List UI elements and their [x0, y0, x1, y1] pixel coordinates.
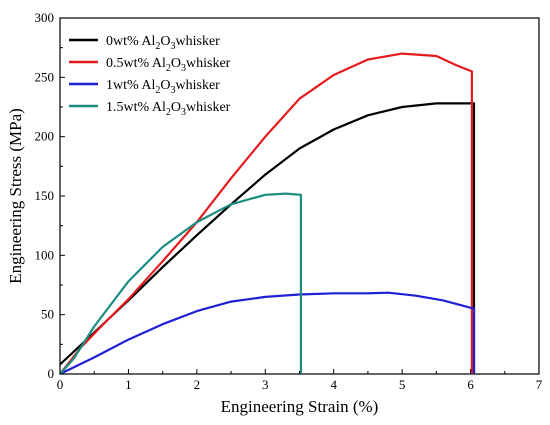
x-tick-label: 3	[262, 377, 269, 392]
legend: 0wt% Al2O3whisker 0.5wt% Al2O3whisker 1wt%…	[69, 34, 231, 118]
plot-frame	[59, 17, 540, 375]
legend-label-2: 1wt% Al2O3whisker	[106, 78, 220, 96]
series-line-0	[59, 102, 476, 374]
y-tick-label: 250	[35, 69, 55, 84]
legend-label-0: 0wt% Al2O3whisker	[106, 34, 220, 52]
axis-ticks: 0 1 2 3 4 5 6 7 0 50 100 150 200 250 300	[35, 10, 543, 392]
y-tick-label: 50	[41, 307, 54, 322]
x-tick-label: 1	[125, 377, 132, 392]
x-tick-label: 6	[467, 377, 474, 392]
y-axis-title: Engineering Stress (MPa)	[6, 108, 25, 284]
x-tick-label: 5	[399, 377, 406, 392]
legend-label-3: 1.5wt% Al2O3whisker	[106, 100, 231, 118]
x-tick-label: 7	[536, 377, 543, 392]
series-lines	[59, 52, 476, 375]
plot-border	[59, 17, 540, 375]
y-tick-label: 150	[35, 188, 55, 203]
series-line-1	[59, 52, 473, 375]
y-tick-label: 0	[48, 366, 55, 381]
y-tick-label: 200	[35, 129, 55, 144]
x-tick-label: 2	[194, 377, 201, 392]
legend-label-1: 0.5wt% Al2O3whisker	[106, 56, 231, 74]
x-tick-label: 4	[330, 377, 337, 392]
x-axis-title: Engineering Strain (%)	[221, 397, 379, 416]
series-line-2	[59, 291, 476, 375]
x-tick-label: 0	[57, 377, 64, 392]
series-line-3	[59, 192, 302, 375]
y-tick-label: 300	[35, 10, 55, 25]
y-tick-label: 100	[35, 247, 55, 262]
